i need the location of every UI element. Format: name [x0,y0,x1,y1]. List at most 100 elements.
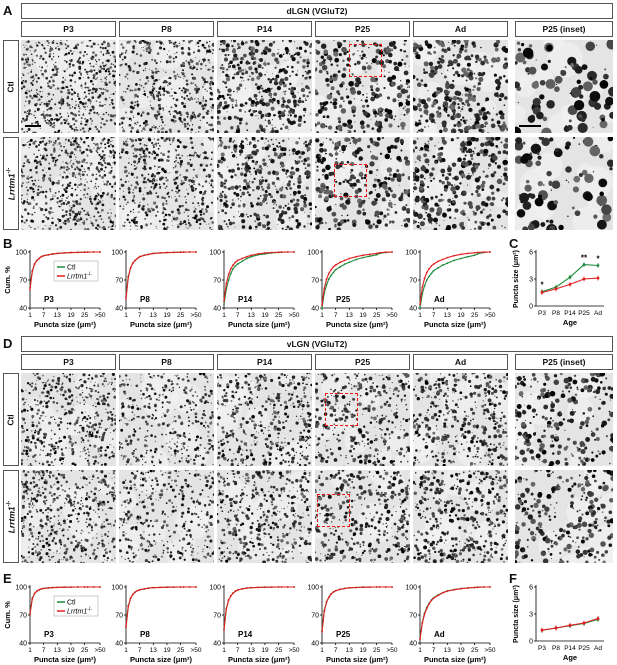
b-3-y-tick-label: 100 [307,250,319,257]
b-3-point [375,252,378,255]
b-1-y-tick-label: 100 [111,250,123,257]
e-1-point [172,586,175,588]
c-point [596,264,600,267]
b-3-x-tick-label: 19 [359,312,367,319]
e-3-point [343,587,346,590]
e-3-point [391,586,393,588]
b-1-point [129,266,132,269]
e-4-y-tick-label: 100 [405,585,417,592]
e-0-y-tick-label: 100 [15,585,27,592]
b-2-point [270,251,273,254]
b-4-y-tick-label: 40 [409,306,417,313]
e-4-x-label: Puncta size (μm²) [424,655,487,664]
row-label-ctl-d: Ctl [3,373,19,466]
b-3-point [355,258,358,261]
f-y-label: Puncta size (μm²) [513,585,520,643]
b-1-x-tick-label: >50 [190,312,201,319]
e-1-point [152,586,155,589]
e-0-x-tick-label: 13 [54,647,62,654]
e-2-x-tick-label: >50 [288,647,299,654]
e-4-y-tick-label: 70 [409,613,417,620]
b-2-point [250,255,253,258]
b-3-point [325,278,328,280]
b-3-point [343,263,346,266]
b-2-x-tick-label: 7 [236,312,240,319]
f-point [554,626,558,630]
e-3-age-label: P25 [336,630,351,639]
b-4-point [430,272,433,275]
b-2-point [257,252,260,255]
f-x-tick-label: P3 [538,645,546,652]
e-3-point [325,601,328,603]
f-y-tick-label: 3 [529,612,533,619]
micrograph-d-ko-5 [515,470,613,563]
e-2-y-tick-label: 70 [213,613,221,620]
panel-d-col-header-3: P25 [315,354,410,370]
e-0-point [86,586,89,588]
micrograph-d-ctl-3 [315,373,410,466]
c-point [568,283,572,286]
b-2-point [286,251,289,253]
b-3-point [323,287,326,290]
b-4-point [460,253,462,256]
e-0-x-label: Puncta size (μm²) [34,655,97,664]
row-label-ko-a: Lrrtm1-/- [3,137,19,230]
e-4-age-label: Ad [434,630,445,639]
e-3-series-ko [321,586,392,632]
b-2-point [223,300,225,303]
e-3-y-tick-label: 40 [311,641,319,648]
e-4-point [453,588,456,591]
e-1-x-tick-label: 13 [150,647,158,654]
b-1-point [179,251,182,254]
panel-d-col-header-0: P3 [21,354,116,370]
b-2-series-ctl [223,251,294,305]
b-3-point [343,259,346,262]
e-3-point [334,589,337,592]
micrograph-d-ctl-0 [21,373,116,466]
e-0-point [70,586,72,588]
b-4-point [437,266,440,269]
panel-a-col-header-1: P8 [119,21,214,37]
b-0-point [86,251,89,253]
e-0-point [38,588,40,591]
b-2-point [227,279,230,281]
b-0-point [63,252,66,254]
b-2-point [264,252,266,254]
b-3-x-tick-label: 25 [373,312,381,319]
b-1-point [127,276,130,279]
b-3-point [362,254,364,257]
b-0-x-tick-label: 13 [54,312,62,319]
b-0-point [83,251,86,254]
b-2-point [229,272,232,275]
e-0-x-tick-label: 19 [67,647,75,654]
micrograph-a-ko-2 [217,137,312,230]
e-0-point [51,586,54,589]
panel-d-col-header-1: P8 [119,354,214,370]
f-point [582,621,586,625]
e-4-point [489,586,491,588]
e-1-x-tick-label: 19 [163,647,171,654]
legend-label-ctl: Ctl [67,600,76,607]
e-1-y-tick-label: 100 [111,585,123,592]
b-1-point [195,251,197,253]
b-3-point [378,251,381,254]
e-3-x-tick-label: 7 [334,647,338,654]
b-2-point [245,257,248,260]
b-4-x-label: Puncta size (μm²) [424,320,487,329]
e-2-age-label: P14 [238,630,253,639]
b-4-point [419,307,421,309]
b-3-point [325,283,328,286]
e-2-point [236,589,239,591]
b-0-point [42,254,45,257]
e-1-point [136,589,139,592]
b-3-x-tick-label: 1 [320,312,324,319]
b-2-point [229,267,232,270]
b-2-point [293,251,295,253]
b-0-point [47,253,50,256]
e-4-point [421,622,424,625]
e-2-point [270,586,273,588]
b-2-point [241,260,244,263]
f-y-tick-label: 0 [529,639,533,646]
